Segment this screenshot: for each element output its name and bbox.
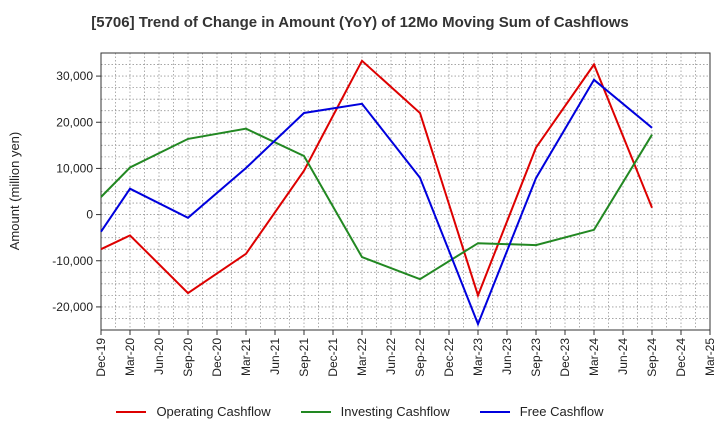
legend-swatch: [300, 410, 331, 413]
series-line-free-cashflow: [100, 78, 653, 327]
x-tick-label: Dec-20: [210, 338, 224, 377]
legend-item: Free Cashflow: [479, 404, 604, 419]
x-tick-label: Jun-20: [152, 338, 166, 375]
legend-item: Operating Cashflow: [116, 404, 271, 419]
legend-item: Investing Cashflow: [300, 404, 450, 419]
x-tick-label: Mar-20: [123, 338, 137, 376]
legend-swatch: [116, 410, 147, 413]
x-tick-label: Jun-23: [500, 338, 514, 375]
x-tick-label: Dec-23: [558, 338, 572, 377]
series-lines: [100, 59, 653, 327]
x-tick-label: Mar-21: [239, 338, 253, 376]
x-tick-label: Sep-23: [529, 338, 543, 377]
y-tick-label: -20,000: [52, 300, 93, 314]
y-tick-label: -10,000: [52, 254, 93, 268]
series-line-investing-cashflow: [100, 127, 653, 281]
y-tick-label: 0: [86, 208, 93, 222]
x-tick-label: Dec-22: [442, 338, 456, 377]
legend-swatch: [479, 410, 510, 413]
x-tick-label: Dec-24: [674, 338, 688, 377]
y-tick-label: 10,000: [56, 161, 93, 175]
legend-label: Operating Cashflow: [156, 404, 271, 419]
x-tick-label: Jun-22: [384, 338, 398, 375]
x-tick-label: Sep-22: [413, 338, 427, 377]
x-tick-label: Mar-24: [587, 338, 601, 376]
grid-lines: [101, 52, 710, 331]
x-tick-label: Sep-21: [297, 338, 311, 377]
y-tick-label: 30,000: [56, 69, 93, 83]
x-tick-label: Sep-24: [645, 338, 659, 377]
legend: Operating Cashflow Investing Cashflow Free…: [0, 404, 720, 419]
x-tick-label: Jun-24: [616, 338, 630, 375]
chart-title: [5706] Trend of Change in Amount (YoY) o…: [91, 14, 629, 31]
x-tick-label: Mar-25: [703, 338, 717, 376]
plot-area: [100, 52, 711, 331]
x-tick-label: Mar-22: [355, 338, 369, 376]
x-tick-label: Dec-19: [94, 338, 108, 377]
y-axis: -20,000 -10,000 0 10,000 20,000 30,000: [52, 69, 101, 314]
x-tick-label: Dec-21: [326, 338, 340, 377]
legend-label: Free Cashflow: [519, 404, 604, 419]
y-axis-title: Amount (million yen): [7, 132, 22, 251]
x-tick-label: Mar-23: [471, 338, 485, 376]
x-tick-label: Jun-21: [268, 338, 282, 375]
series-line-operating-cashflow: [100, 59, 653, 299]
x-axis: Dec-19 Mar-20 Jun-20 Sep-20 Dec-20 Mar-21 Jun-…: [94, 330, 717, 377]
x-tick-label: Sep-20: [181, 338, 195, 377]
y-tick-label: 20,000: [56, 115, 93, 129]
legend-label: Investing Cashflow: [340, 404, 450, 419]
